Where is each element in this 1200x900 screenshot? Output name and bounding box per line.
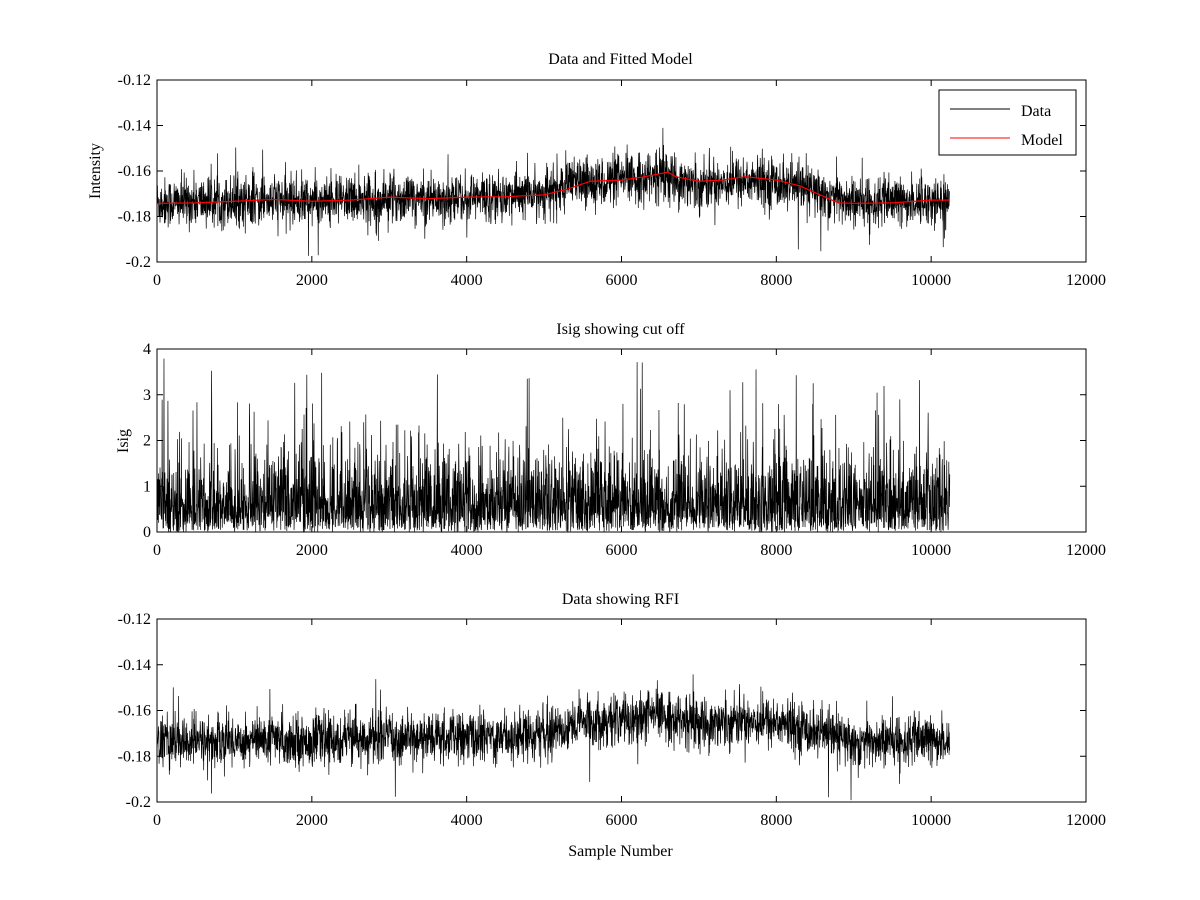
subplot-3-ytick-label: -0.16: [118, 703, 151, 720]
subplot-1-xtick-label: 0: [153, 272, 161, 289]
subplot-2: Isig showing cut off Isig 0 2000 4000 6000 8…: [115, 321, 1106, 559]
subplot-1-series-data: [156, 127, 951, 256]
subplot-3-ytick-label: -0.2: [126, 794, 151, 811]
subplot-2-xtick-label: 10000: [911, 542, 951, 559]
subplot-3-ytick-label: -0.18: [118, 748, 151, 765]
subplot-2-xtick-label: 4000: [451, 542, 483, 559]
subplot-1-ytick-label: -0.2: [126, 254, 151, 271]
subplot-2-series: [156, 358, 951, 533]
subplot-1-xtick-label: 6000: [606, 272, 638, 289]
subplot-2-xtick-label: 0: [153, 542, 161, 559]
subplot-3-ytick-label: -0.12: [118, 611, 151, 628]
subplot-3: Data showing RFI 0 2000 4000 6000 8000 10000 1…: [118, 591, 1106, 860]
subplot-2-ytick-label: 4: [143, 341, 151, 358]
subplot-1-ytick-label: -0.12: [118, 72, 151, 89]
subplot-2-xtick-label: 2000: [296, 542, 328, 559]
subplot-3-title: Data showing RFI: [562, 591, 679, 608]
subplot-1-xtick-label: 8000: [760, 272, 792, 289]
subplot-2-ytick-label: 0: [143, 524, 151, 541]
legend-model-label: Model: [1021, 132, 1063, 149]
subplot-1-xtick-label: 4000: [451, 272, 483, 289]
subplot-2-xtick-label: 12000: [1066, 542, 1106, 559]
subplot-3-xtick-label: 0: [153, 812, 161, 829]
subplot-3-ytick-label: -0.14: [118, 657, 151, 674]
subplot-1-ytick-label: -0.14: [118, 118, 151, 135]
subplot-1-ytick-label: -0.18: [118, 209, 151, 226]
subplot-2-ylabel: Isig: [115, 429, 132, 453]
subplot-1-series: [156, 127, 951, 256]
subplot-1-xtick-label: 2000: [296, 272, 328, 289]
subplot-3-xtick-label: 6000: [606, 812, 638, 829]
legend-box: [938, 89, 1077, 156]
subplot-3-xtick-label: 8000: [760, 812, 792, 829]
subplot-1-series-model: [156, 171, 950, 204]
subplot-1-xtick-label: 10000: [911, 272, 951, 289]
subplot-3-xlabel: Sample Number: [568, 843, 673, 860]
legend-data-label: Data: [1021, 103, 1051, 120]
subplot-1-title: Data and Fitted Model: [548, 51, 693, 68]
subplot-3-xtick-label: 10000: [911, 812, 951, 829]
subplot-2-title: Isig showing cut off: [556, 321, 685, 338]
subplot-1-ylabel: Intensity: [87, 143, 104, 199]
subplot-3-xtick-label: 2000: [296, 812, 328, 829]
subplot-3-series: [156, 674, 951, 801]
subplot-2-ytick-label: 1: [143, 478, 151, 495]
subplot-3-ticks: 0 2000 4000 6000 8000 10000 12000 -0.2 -0.18 -0.1…: [118, 611, 1106, 829]
subplot-2-ytick-label: 3: [143, 387, 151, 404]
legend: Data Model: [938, 89, 1077, 156]
subplot-3-xtick-label: 12000: [1066, 812, 1106, 829]
subplot-2-ytick-label: 2: [143, 433, 151, 450]
subplot-3-series-data: [156, 674, 951, 801]
subplot-1: Data and Fitted Model Intensity 0 2000 400…: [87, 51, 1106, 289]
subplot-2-xtick-label: 8000: [760, 542, 792, 559]
subplot-2-xtick-label: 6000: [606, 542, 638, 559]
subplot-2-series-isig: [156, 358, 951, 533]
subplot-3-xtick-label: 4000: [451, 812, 483, 829]
subplot-2-ticks: 0 2000 4000 6000 8000 10000 12000 0 1 2 3 4: [143, 341, 1106, 559]
subplot-1-xtick-label: 12000: [1066, 272, 1106, 289]
subplot-1-ticks: 0 2000 4000 6000 8000 10000 12000 -0.2 -0.18 -0.1…: [118, 72, 1106, 289]
subplot-1-ytick-label: -0.16: [118, 163, 151, 180]
